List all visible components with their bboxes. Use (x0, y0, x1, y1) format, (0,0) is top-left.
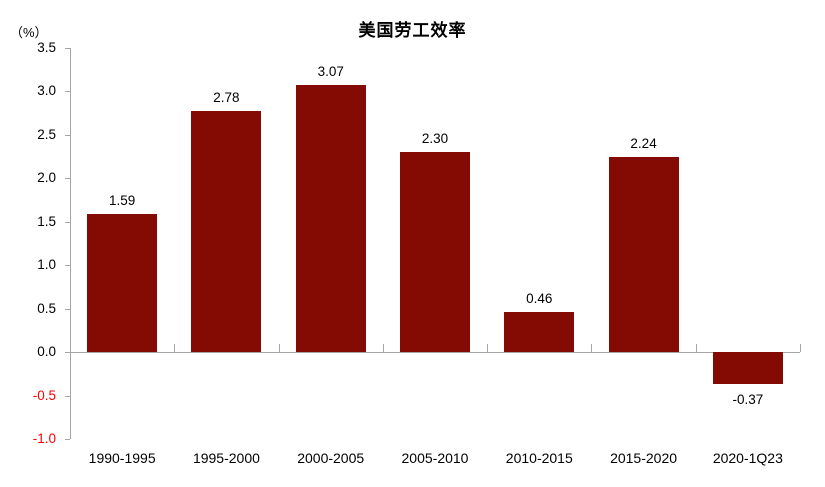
x-axis-category-label: 2005-2010 (401, 450, 469, 466)
x-axis-category-label: 2020-1Q23 (712, 450, 783, 466)
x-axis-tick (591, 344, 592, 353)
y-axis-tick-label: 2.0 (37, 170, 56, 186)
x-axis-category-label: 1990-1995 (88, 450, 156, 466)
value-label-2005-2010: 2.30 (421, 131, 449, 147)
y-axis-tick (65, 352, 70, 354)
y-axis-tick-label: 0.5 (37, 300, 56, 316)
x-axis-tick (383, 344, 384, 353)
bar-2020-1Q23 (712, 352, 783, 385)
x-axis-tick (174, 344, 175, 353)
bar-1995-2000 (191, 110, 262, 353)
x-axis-tick (487, 344, 488, 353)
x-axis-line (70, 352, 800, 354)
y-axis-tick (65, 265, 70, 267)
value-label-1995-2000: 2.78 (213, 89, 240, 105)
y-axis-tick-label: 1.5 (37, 213, 56, 229)
x-axis-category-label: 2010-2015 (505, 450, 573, 466)
y-axis-tick (65, 439, 70, 440)
value-label-2000-2005: 3.07 (317, 64, 344, 80)
value-label-2010-2015: 0.46 (526, 291, 553, 307)
bar-1990-1995 (87, 213, 158, 353)
x-axis-category-label: 2000-2005 (297, 450, 365, 466)
value-label-1990-1995: 1.59 (109, 192, 136, 208)
x-axis-tick (800, 344, 801, 353)
y-axis-tick (65, 221, 70, 223)
y-axis-tick-label: 0.0 (37, 344, 56, 360)
y-axis-tick (65, 395, 70, 397)
x-axis-tick (696, 344, 697, 353)
y-axis-tick-label: -0.5 (32, 387, 56, 403)
y-axis-tick (65, 308, 70, 310)
y-axis-tick (65, 178, 70, 180)
value-label-2015-2020: 2.24 (630, 136, 657, 152)
chart-title: 美国劳工效率 (358, 21, 467, 40)
y-axis-tick-label: 3.0 (37, 83, 56, 99)
y-axis-tick-label: -1.0 (32, 431, 56, 446)
y-axis-line (70, 48, 71, 439)
x-axis-tick (70, 344, 71, 353)
y-axis-tick-label: 1.0 (37, 257, 56, 273)
bar-2000-2005 (295, 85, 366, 353)
bar-2005-2010 (400, 152, 470, 353)
value-label-2020-1Q23: -0.37 (732, 392, 764, 408)
y-axis-tick (65, 134, 70, 136)
x-axis-category-label: 2015-2020 (610, 450, 678, 466)
x-axis-tick (279, 344, 280, 353)
y-axis-tick-label: 2.5 (37, 126, 56, 142)
bar-2010-2015 (504, 312, 575, 353)
y-axis-tick-label: 3.5 (37, 40, 56, 55)
bar-2015-2020 (608, 157, 679, 353)
x-axis-category-label: 1995-2000 (192, 450, 260, 466)
y-axis-unit-label: （%） (10, 25, 48, 40)
y-axis-tick (65, 48, 70, 49)
y-axis-tick (65, 91, 70, 93)
